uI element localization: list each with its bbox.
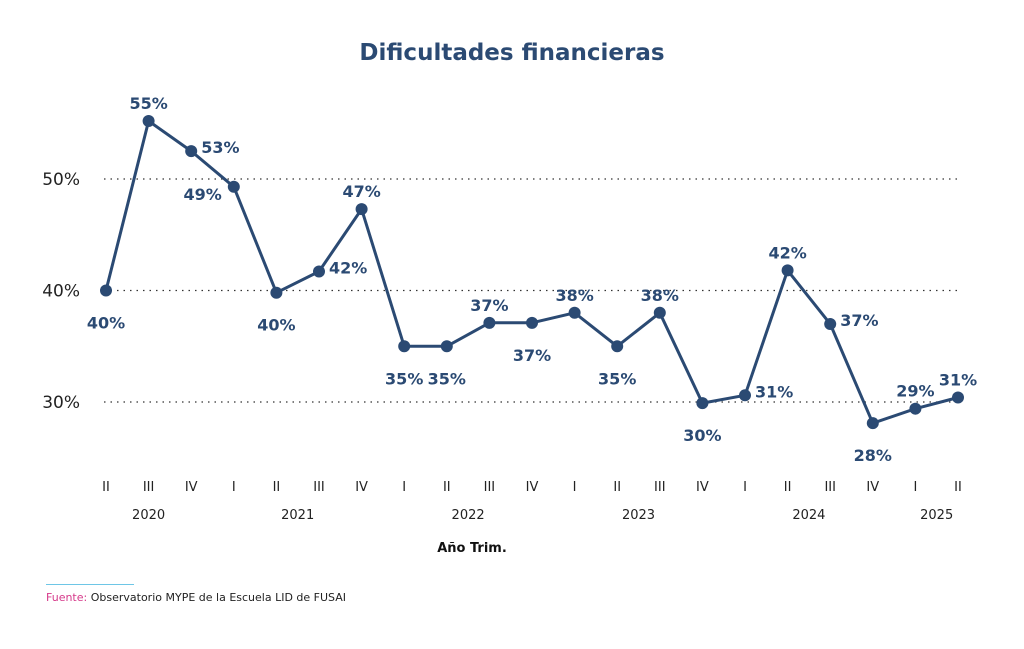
- data-label: 40%: [87, 314, 125, 333]
- x-tick-label: II: [613, 480, 621, 495]
- data-point: [526, 316, 538, 329]
- data-label: 35%: [428, 369, 466, 388]
- data-label: 37%: [513, 346, 551, 365]
- x-tick-label: II: [784, 480, 792, 495]
- year-label-2025: 2025: [920, 508, 953, 523]
- data-point: [696, 397, 709, 410]
- data-labels: 40% 55% 53% 49% 40% 42% 47% 35% 35% 37% 37% 38% 35% 3…: [87, 94, 977, 465]
- data-label: 47%: [342, 182, 380, 201]
- data-label: 30%: [683, 426, 721, 445]
- data-point: [313, 265, 325, 278]
- gridlines: [104, 178, 962, 403]
- data-point: [100, 284, 112, 297]
- x-tick-label: I: [913, 480, 917, 495]
- y-axis-ticks: 30% 40% 50%: [42, 170, 80, 413]
- data-label: 35%: [385, 369, 423, 388]
- x-tick-label: I: [402, 480, 406, 495]
- data-point: [653, 306, 666, 319]
- data-point: [440, 340, 453, 353]
- x-tick-label: II: [102, 480, 110, 495]
- data-label: 53%: [201, 138, 239, 157]
- data-point: [355, 203, 368, 216]
- data-point: [568, 306, 581, 319]
- data-point: [142, 115, 155, 128]
- data-point: [952, 391, 964, 404]
- source-text: Observatorio MYPE de la Escuela LID de F…: [87, 591, 347, 604]
- series-line: [104, 119, 959, 425]
- x-tick-label: II: [954, 480, 962, 495]
- x-tick-label: III: [484, 480, 496, 495]
- data-point: [781, 264, 794, 277]
- data-label: 38%: [555, 286, 593, 305]
- data-label: 37%: [840, 311, 878, 330]
- data-point: [611, 340, 624, 353]
- year-label-2024: 2024: [792, 508, 825, 523]
- x-tick-label: III: [313, 480, 325, 495]
- data-label: 38%: [641, 286, 679, 305]
- data-label: 42%: [768, 243, 806, 262]
- data-point: [227, 180, 240, 193]
- data-point: [398, 340, 411, 353]
- y-tick-label: 30%: [42, 393, 80, 413]
- x-tick-label: I: [573, 480, 577, 495]
- x-tick-label: IV: [696, 480, 709, 495]
- data-label: 31%: [755, 382, 793, 401]
- year-label-2021: 2021: [281, 508, 314, 523]
- data-label: 28%: [854, 446, 892, 465]
- data-point: [866, 417, 879, 430]
- x-tick-label: II: [443, 480, 451, 495]
- y-tick-label: 40%: [42, 282, 80, 302]
- data-point: [483, 316, 496, 329]
- data-label: 29%: [896, 382, 934, 401]
- source-label: Fuente:: [46, 591, 88, 604]
- y-tick-label: 50%: [42, 170, 80, 190]
- x-tick-label: IV: [526, 480, 539, 495]
- data-points: [100, 115, 964, 430]
- data-point: [909, 402, 922, 415]
- data-point: [270, 286, 283, 299]
- x-tick-label: IV: [185, 480, 198, 495]
- data-label: 42%: [329, 259, 367, 278]
- x-tick-label: III: [654, 480, 666, 495]
- source-note: Fuente: Observatorio MYPE de la Escuela …: [46, 591, 346, 604]
- x-tick-label: IV: [355, 480, 368, 495]
- data-point: [739, 389, 751, 402]
- data-point: [824, 317, 837, 330]
- x-tick-label: III: [143, 480, 155, 495]
- year-label-2020: 2020: [132, 508, 165, 523]
- x-tick-label: II: [273, 480, 281, 495]
- data-label: 35%: [598, 369, 636, 388]
- year-label-2023: 2023: [622, 508, 655, 523]
- data-point: [185, 145, 198, 158]
- year-label-2022: 2022: [452, 508, 485, 523]
- data-label: 31%: [939, 371, 977, 390]
- data-label: 37%: [470, 296, 508, 315]
- x-axis-ticks: II III IV I II III IV I II III IV I II III IV I II III IV I…: [102, 480, 962, 495]
- x-tick-label: III: [824, 480, 836, 495]
- x-tick-label: I: [232, 480, 236, 495]
- line-chart: Dificultades financieras 30%40%50% II III…: [42, 40, 977, 556]
- data-label: 49%: [184, 185, 222, 204]
- source-divider: [46, 584, 134, 585]
- x-axis-years: 2020 2021 2022 2023 2024 2025: [132, 508, 953, 523]
- x-axis-title: Año Trim.: [437, 541, 507, 556]
- x-tick-label: IV: [866, 480, 879, 495]
- x-tick-label: I: [743, 480, 747, 495]
- chart-title: Dificultades financieras: [359, 40, 664, 66]
- data-label: 40%: [257, 316, 295, 335]
- data-label: 55%: [129, 94, 167, 113]
